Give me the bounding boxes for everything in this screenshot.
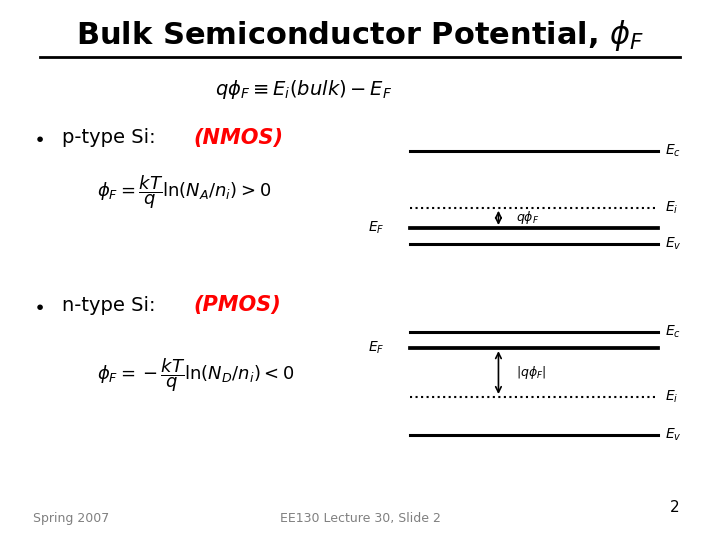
- Text: EE130 Lecture 30, Slide 2: EE130 Lecture 30, Slide 2: [279, 512, 441, 525]
- Text: $E_i$: $E_i$: [665, 389, 679, 405]
- Text: $E_v$: $E_v$: [665, 236, 682, 252]
- Text: (NMOS): (NMOS): [193, 127, 283, 148]
- Text: p-type Si:: p-type Si:: [62, 128, 156, 147]
- Text: $\bullet$: $\bullet$: [33, 128, 45, 147]
- Text: $E_i$: $E_i$: [665, 200, 679, 216]
- Text: $\phi_F = \dfrac{kT}{q}\ln(N_A / n_i) > 0$: $\phi_F = \dfrac{kT}{q}\ln(N_A / n_i) > …: [97, 173, 271, 211]
- Text: 2: 2: [670, 500, 680, 515]
- Text: $E_c$: $E_c$: [665, 143, 681, 159]
- Text: $E_v$: $E_v$: [665, 427, 682, 443]
- Text: $q\phi_F$: $q\phi_F$: [516, 210, 539, 226]
- Text: n-type Si:: n-type Si:: [62, 295, 156, 315]
- Text: $q\phi_F \equiv E_i(bulk) - E_F$: $q\phi_F \equiv E_i(bulk) - E_F$: [215, 78, 392, 100]
- Text: $|q\phi_F|$: $|q\phi_F|$: [516, 364, 546, 381]
- Text: $\phi_F = -\dfrac{kT}{q}\ln(N_D / n_i) < 0$: $\phi_F = -\dfrac{kT}{q}\ln(N_D / n_i) <…: [97, 356, 294, 394]
- Text: (PMOS): (PMOS): [193, 295, 281, 315]
- Text: Bulk Semiconductor Potential, $\phi_F$: Bulk Semiconductor Potential, $\phi_F$: [76, 18, 644, 52]
- Text: $E_F$: $E_F$: [369, 340, 385, 356]
- Text: Spring 2007: Spring 2007: [33, 512, 109, 525]
- Text: $E_c$: $E_c$: [665, 324, 681, 340]
- Text: $E_F$: $E_F$: [369, 220, 385, 236]
- Text: $\bullet$: $\bullet$: [33, 295, 45, 315]
